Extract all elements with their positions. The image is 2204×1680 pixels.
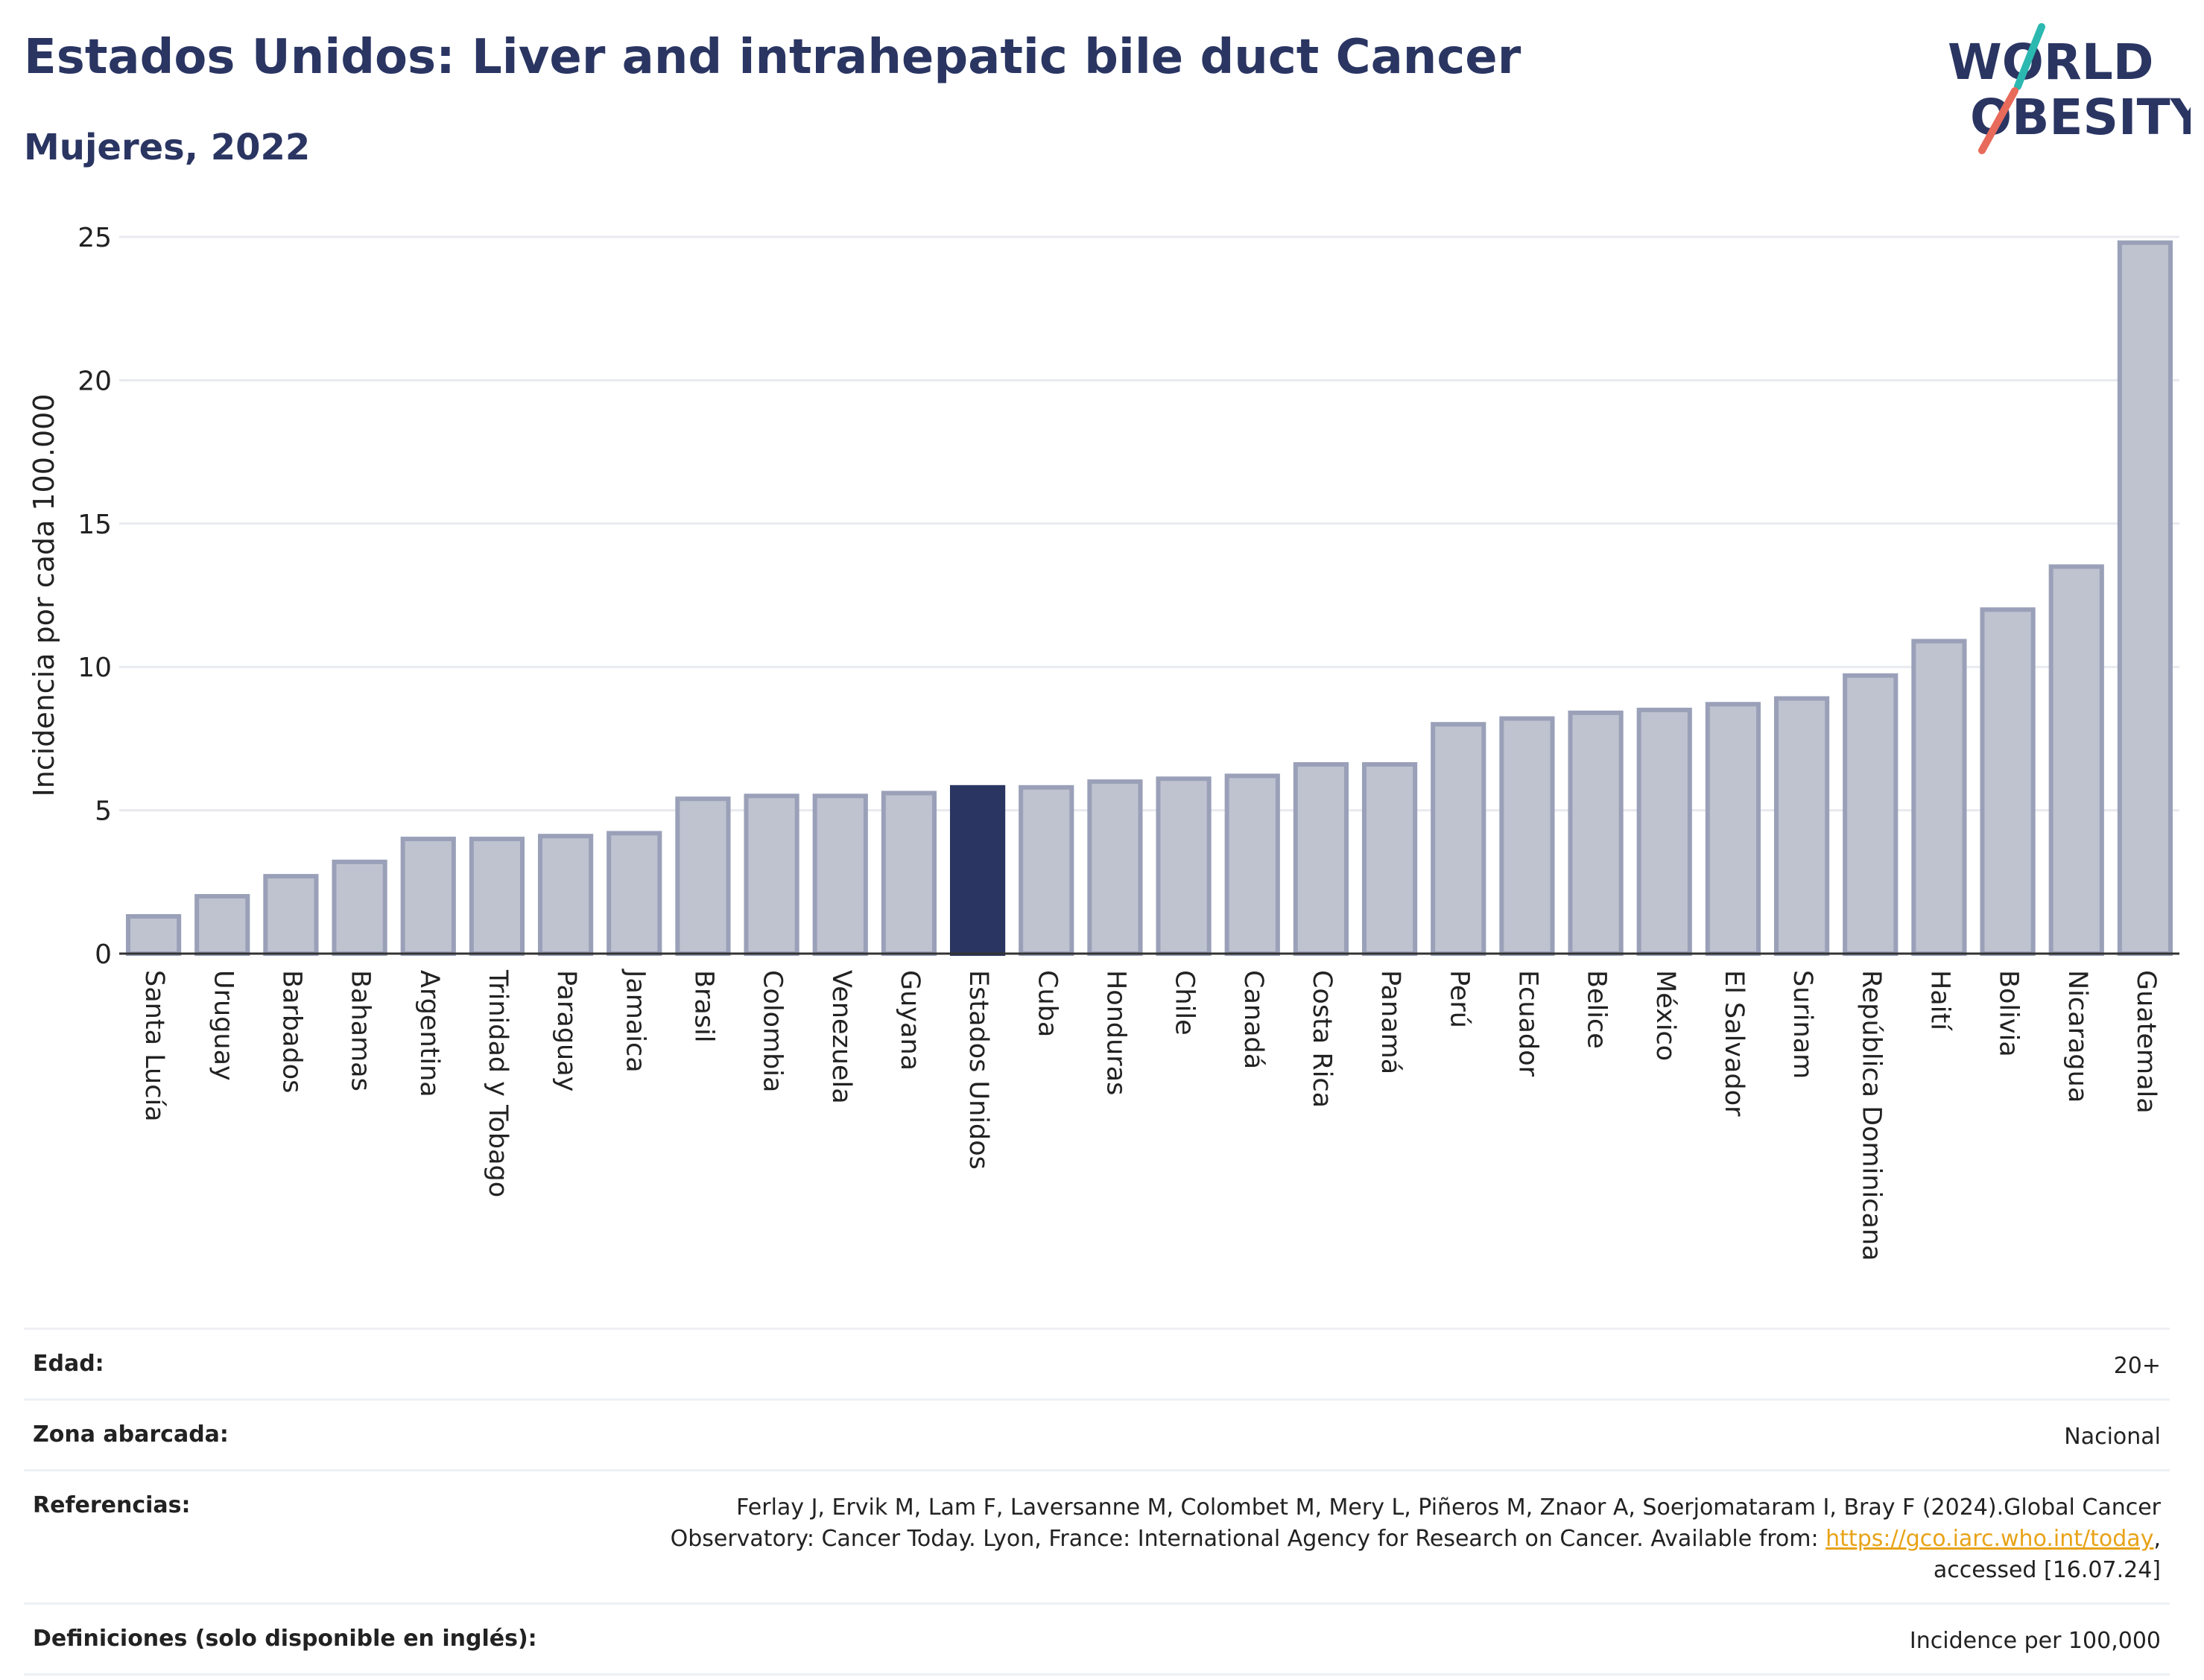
x-tick-label: Ecuador	[1513, 970, 1542, 1077]
references-accessed: , accessed [16.07.24]	[1933, 1526, 2161, 1583]
x-tick-label: Belice	[1582, 970, 1612, 1049]
bar-bahamas	[332, 859, 387, 957]
age-value: 20+	[2113, 1353, 2161, 1379]
bar-república-dominicana	[1843, 673, 1899, 957]
page-title: Estados Unidos: Liver and intrahepatic b…	[24, 30, 1521, 85]
bar-uruguay	[194, 894, 250, 957]
x-tick-label: Cuba	[1032, 970, 1062, 1037]
references-value: Ferlay J, Ervik M, Lam F, Laversanne M, …	[596, 1492, 2161, 1586]
x-tick-label: Venezuela	[826, 970, 856, 1104]
bar-el-salvador	[1705, 702, 1761, 956]
x-tick-label: Jamaica	[620, 969, 650, 1073]
x-tick-label: El Salvador	[1719, 970, 1749, 1117]
world-obesity-logo: WORLD OBESITY	[1948, 23, 2191, 154]
bar-trinidad-y-tobago	[469, 837, 525, 956]
bar-paraguay	[537, 834, 594, 957]
x-tick-label: Argentina	[414, 970, 444, 1097]
x-tick-label: Honduras	[1101, 970, 1130, 1095]
zone-label: Zona abarcada:	[33, 1421, 229, 1448]
x-tick-label: Guatemala	[2131, 970, 2161, 1114]
bar-surinam	[1773, 696, 1830, 956]
bar-haití	[1911, 638, 1967, 956]
x-tick-label: Perú	[1444, 970, 1474, 1028]
bar-honduras	[1087, 779, 1143, 956]
age-label: Edad:	[33, 1351, 104, 1377]
x-tick-label: República Dominicana	[1856, 970, 1886, 1261]
x-tick-label: Brasil	[688, 970, 718, 1043]
x-tick-label: Canadá	[1238, 970, 1268, 1069]
zone-value: Nacional	[2064, 1424, 2161, 1450]
x-tick-label: Panamá	[1375, 970, 1405, 1074]
x-tick-label: Uruguay	[208, 970, 238, 1081]
definitions-value: Incidence per 100,000	[1909, 1628, 2161, 1654]
bar-guyana	[881, 790, 937, 956]
definitions-label: Definiciones (solo disponible en inglés)…	[33, 1626, 537, 1652]
logo-word-world: WORLD	[1948, 34, 2154, 91]
bar-colombia	[744, 793, 799, 956]
bar-perú	[1431, 722, 1486, 956]
references-link[interactable]: https://gco.iarc.who.int/today	[1825, 1526, 2154, 1552]
meta-row-age: Edad: 20+	[24, 1328, 2170, 1398]
logo-slash-coral	[1978, 87, 2018, 154]
x-tick-label: Surinam	[1787, 970, 1817, 1079]
bar-chile	[1156, 776, 1212, 956]
x-tick-label: Costa Rica	[1307, 970, 1337, 1108]
grid-lines	[119, 235, 2179, 812]
references-text: Ferlay J, Ervik M, Lam F, Laversanne M, …	[670, 1494, 2161, 1552]
bar-cuba	[1019, 784, 1074, 957]
y-axis-ticks: 0 5 10 15 20 25	[77, 223, 112, 970]
x-tick-label: México	[1650, 970, 1680, 1061]
metadata-table: Edad: 20+ Zona abarcada: Nacional Refere…	[24, 1328, 2170, 1676]
y-tick-label: 10	[77, 653, 112, 683]
y-tick-label: 25	[77, 223, 112, 253]
y-tick-label: 20	[77, 366, 112, 396]
bar-guatemala	[2117, 240, 2173, 957]
bar-barbados	[263, 874, 319, 956]
x-tick-label: Guyana	[895, 970, 925, 1071]
x-tick-label: Colombia	[758, 970, 788, 1092]
bar-belice	[1568, 710, 1624, 956]
x-tick-label: Estados Unidos	[963, 970, 993, 1170]
bar-méxico	[1636, 707, 1692, 956]
y-tick-label: 5	[95, 796, 112, 827]
x-tick-label: Trinidad y Tobago	[483, 969, 513, 1197]
bar-chart: 0 5 10 15 20 25 Santa Lucía Uruguay Barbados Bah…	[28, 223, 2179, 1261]
x-tick-label: Bahamas	[346, 970, 376, 1091]
references-label: Referencias:	[33, 1492, 191, 1518]
bar-estados-unidos	[949, 784, 1006, 957]
bar-costa-rica	[1293, 762, 1349, 956]
bar-venezuela	[812, 793, 868, 956]
y-tick-label: 0	[95, 939, 112, 970]
bar-ecuador	[1499, 716, 1555, 956]
x-axis-labels: Santa Lucía Uruguay Barbados Bahamas Argenti…	[139, 969, 2161, 1261]
y-tick-label: 15	[77, 510, 112, 540]
x-tick-label: Barbados	[276, 970, 306, 1093]
bar-brasil	[675, 796, 731, 957]
x-tick-label: Bolivia	[1994, 970, 2024, 1057]
meta-row-references: Referencias: Ferlay J, Ervik M, Lam F, L…	[24, 1469, 2170, 1603]
bar-santa-lucía	[125, 913, 182, 956]
bar-nicaragua	[2048, 564, 2104, 956]
x-tick-label: Chile	[1170, 970, 1200, 1036]
bar-panamá	[1361, 762, 1418, 956]
x-tick-label: Paraguay	[551, 970, 581, 1091]
x-tick-label: Nicaragua	[2062, 970, 2092, 1103]
x-tick-label: Haití	[1925, 970, 1954, 1031]
bar-canadá	[1224, 773, 1280, 956]
bar-argentina	[400, 837, 456, 956]
x-tick-label: Santa Lucía	[139, 970, 169, 1122]
bars	[125, 240, 2173, 957]
bar-bolivia	[1980, 607, 2036, 956]
logo-slash-teal	[2014, 23, 2045, 90]
y-axis-title: Incidencia por cada 100.000	[28, 393, 60, 796]
bar-jamaica	[607, 831, 662, 957]
page-subtitle: Mujeres, 2022	[24, 127, 311, 168]
meta-row-definitions: Definiciones (solo disponible en inglés)…	[24, 1603, 2170, 1676]
meta-row-zone: Zona abarcada: Nacional	[24, 1398, 2170, 1469]
